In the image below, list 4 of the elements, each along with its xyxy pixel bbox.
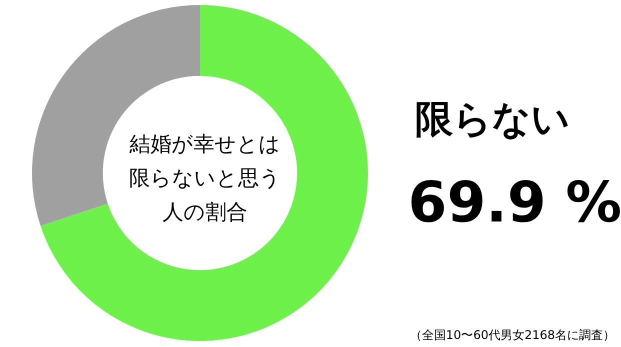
data-label: 69.9 % [408,170,621,236]
slice-label: 限らない [415,97,570,141]
text: 結婚が幸せとは限らないと思う人の割合 [128,132,281,224]
text: （全国10〜60代男女2168名に調査） [410,328,615,342]
